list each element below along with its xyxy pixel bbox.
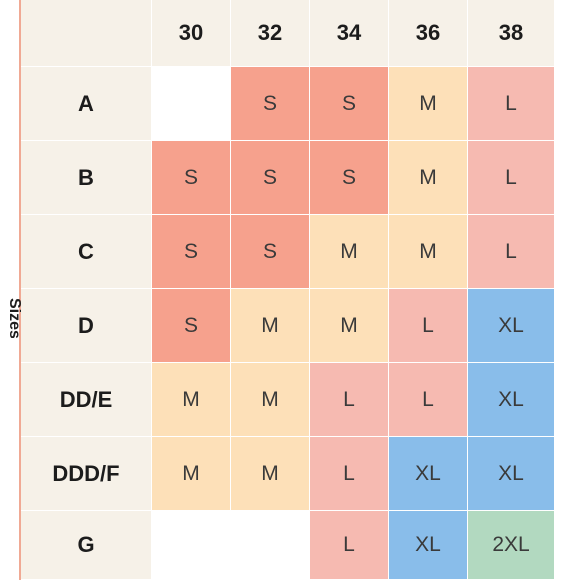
size-cell: L bbox=[468, 215, 555, 289]
column-header-32: 32 bbox=[231, 0, 310, 67]
size-cell: S bbox=[152, 141, 231, 215]
size-cell: M bbox=[231, 363, 310, 437]
size-cell: S bbox=[231, 67, 310, 141]
size-cell: M bbox=[389, 141, 468, 215]
left-accent-line bbox=[19, 0, 21, 580]
table-corner bbox=[21, 0, 152, 67]
size-cell: XL bbox=[468, 289, 555, 363]
size-cell: L bbox=[310, 363, 389, 437]
size-cell: M bbox=[231, 437, 310, 511]
size-cell: L bbox=[389, 289, 468, 363]
size-cell: M bbox=[389, 215, 468, 289]
size-cell: L bbox=[468, 67, 555, 141]
row-header: D bbox=[21, 289, 152, 363]
right-margin bbox=[555, 0, 580, 580]
size-cell: S bbox=[231, 215, 310, 289]
column-header-38: 38 bbox=[468, 0, 555, 67]
size-cell: L bbox=[310, 437, 389, 511]
size-cell: S bbox=[152, 289, 231, 363]
column-header-30: 30 bbox=[152, 0, 231, 67]
size-cell: S bbox=[310, 141, 389, 215]
size-cell: M bbox=[152, 363, 231, 437]
empty-cell bbox=[231, 511, 310, 580]
size-cell: 2XL bbox=[468, 511, 555, 580]
row-header: DDD/F bbox=[21, 437, 152, 511]
size-chart-table: 30 32 34 36 38 A S S M L B S S S M L C S S M M L D S M M L XL D… bbox=[21, 0, 555, 580]
row-header: G bbox=[21, 511, 152, 580]
size-cell: S bbox=[152, 215, 231, 289]
size-cell: S bbox=[231, 141, 310, 215]
empty-cell bbox=[152, 67, 231, 141]
row-header: C bbox=[21, 215, 152, 289]
column-header-34: 34 bbox=[310, 0, 389, 67]
empty-cell bbox=[152, 511, 231, 580]
size-cell: M bbox=[310, 215, 389, 289]
row-header: B bbox=[21, 141, 152, 215]
row-header: DD/E bbox=[21, 363, 152, 437]
size-cell: M bbox=[310, 289, 389, 363]
size-cell: L bbox=[310, 511, 389, 580]
size-cell: S bbox=[310, 67, 389, 141]
size-cell: L bbox=[389, 363, 468, 437]
size-cell: M bbox=[389, 67, 468, 141]
size-cell: XL bbox=[389, 511, 468, 580]
size-cell: L bbox=[468, 141, 555, 215]
size-cell: XL bbox=[468, 437, 555, 511]
left-margin bbox=[0, 0, 21, 580]
column-header-36: 36 bbox=[389, 0, 468, 67]
size-cell: XL bbox=[468, 363, 555, 437]
size-cell: M bbox=[231, 289, 310, 363]
row-header: A bbox=[21, 67, 152, 141]
size-cell: XL bbox=[389, 437, 468, 511]
size-cell: M bbox=[152, 437, 231, 511]
